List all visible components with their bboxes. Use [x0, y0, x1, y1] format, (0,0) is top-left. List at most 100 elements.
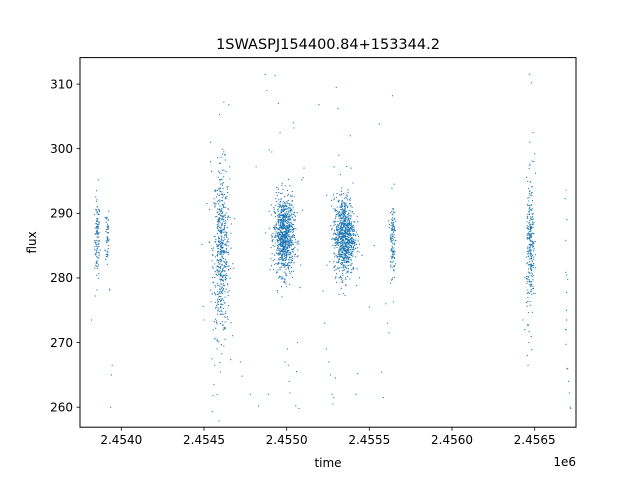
data-point	[291, 205, 293, 207]
data-point	[226, 188, 228, 190]
data-point	[220, 344, 223, 346]
data-point	[565, 309, 568, 311]
data-point	[218, 208, 221, 210]
data-point	[292, 228, 295, 231]
data-point	[282, 263, 284, 265]
data-point	[221, 208, 223, 210]
data-point	[347, 217, 349, 219]
data-point	[344, 265, 346, 267]
data-point	[276, 244, 279, 247]
data-point	[353, 226, 355, 228]
data-point	[337, 211, 339, 213]
data-point	[530, 250, 532, 252]
data-point	[218, 237, 220, 239]
data-point	[107, 250, 109, 252]
data-point	[229, 217, 231, 219]
data-point	[279, 252, 281, 254]
data-point	[220, 238, 222, 240]
data-point	[227, 216, 229, 219]
data-point	[341, 228, 344, 231]
data-point	[219, 250, 222, 252]
data-point	[227, 291, 229, 293]
data-point	[291, 203, 293, 205]
data-point	[216, 266, 218, 268]
data-point	[532, 279, 534, 281]
data-point	[287, 195, 289, 197]
data-point	[218, 267, 220, 269]
data-point	[565, 189, 567, 191]
data-point	[342, 236, 344, 238]
data-point	[226, 240, 228, 242]
data-point	[222, 193, 224, 195]
data-point	[220, 309, 222, 311]
data-point	[287, 244, 290, 246]
data-point	[342, 280, 344, 282]
data-point	[282, 251, 284, 253]
data-point	[343, 218, 345, 220]
data-point	[347, 189, 349, 191]
data-point	[281, 244, 283, 246]
data-point	[275, 200, 277, 202]
data-point	[333, 256, 336, 258]
data-point	[219, 295, 221, 298]
data-point	[393, 252, 395, 254]
data-point	[391, 240, 393, 242]
data-point	[224, 198, 226, 200]
data-point	[292, 258, 294, 260]
data-point	[354, 234, 357, 236]
data-point	[348, 219, 350, 221]
data-point	[531, 258, 533, 260]
data-point	[291, 195, 294, 197]
data-point	[331, 227, 333, 230]
data-point	[273, 208, 275, 210]
data-point	[287, 233, 289, 235]
data-point	[335, 86, 337, 88]
data-point	[106, 223, 109, 225]
data-point	[225, 316, 227, 318]
data-point	[217, 157, 219, 159]
data-point	[95, 196, 97, 198]
data-point	[341, 259, 343, 261]
data-point	[348, 231, 350, 234]
data-point	[395, 263, 397, 265]
data-point	[221, 222, 223, 224]
data-point	[346, 246, 348, 248]
data-point	[334, 269, 336, 271]
data-point	[275, 231, 277, 233]
data-point	[345, 238, 348, 240]
data-point	[282, 216, 284, 218]
data-point	[565, 328, 567, 330]
data-point	[223, 326, 225, 328]
data-point	[337, 238, 339, 240]
data-point	[214, 216, 217, 218]
data-point	[266, 89, 268, 92]
data-point	[338, 226, 340, 228]
data-point	[281, 205, 283, 208]
data-point	[203, 319, 205, 321]
data-point	[353, 234, 355, 237]
data-point	[270, 265, 273, 267]
data-point	[211, 260, 213, 262]
data-point	[220, 287, 223, 290]
data-point	[335, 220, 337, 223]
data-point	[341, 205, 343, 207]
data-point	[341, 200, 343, 202]
data-point	[352, 227, 354, 229]
data-point	[274, 263, 276, 266]
data-point	[529, 244, 532, 246]
data-point	[344, 232, 346, 234]
data-point	[522, 319, 524, 321]
data-point	[342, 246, 344, 248]
data-point	[222, 239, 225, 241]
data-point	[94, 295, 96, 297]
data-point	[355, 239, 357, 241]
data-point	[218, 250, 220, 252]
data-point	[95, 245, 98, 247]
data-point	[217, 303, 219, 305]
data-point	[344, 247, 346, 249]
data-point	[344, 253, 346, 255]
data-point	[526, 281, 529, 283]
data-point	[107, 248, 109, 250]
data-point	[228, 290, 230, 292]
data-point	[529, 206, 531, 208]
